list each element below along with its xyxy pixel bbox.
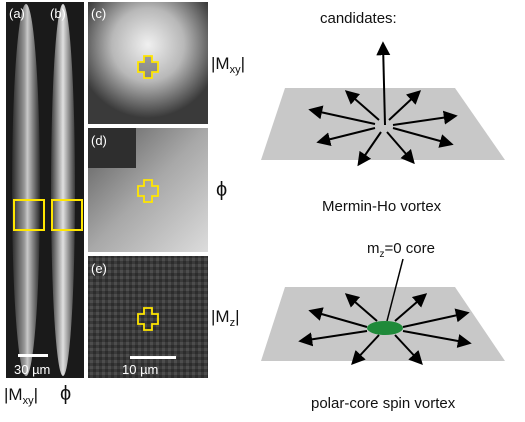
diagram-heading: candidates: <box>320 10 397 27</box>
panel-d-dark-region <box>88 128 136 168</box>
core-outline-d <box>137 179 159 203</box>
core-label-rest: =0 core <box>384 240 435 257</box>
quantity-e-base: |M <box>211 307 230 326</box>
quantity-e-close: | <box>235 307 240 326</box>
quantity-c-sub: xy <box>229 64 241 76</box>
selection-box-a <box>13 199 45 231</box>
panel-label-d: (d) <box>91 133 107 148</box>
core-label: mz=0 core <box>367 240 435 260</box>
quantity-c-close: | <box>240 54 245 73</box>
mermin-ho-caption: Mermin-Ho vortex <box>322 198 442 215</box>
vortex-arrows-top <box>308 41 458 167</box>
core-outline-e <box>137 307 159 331</box>
scalebar-right-label: 10 µm <box>122 362 158 377</box>
quantity-a-base: |M <box>4 385 23 404</box>
quantity-c-base: |M <box>211 54 230 73</box>
polar-core-caption: polar-core spin vortex <box>311 395 456 412</box>
quantity-label-a: |Mxy| <box>4 386 38 407</box>
core-outline-c <box>137 55 159 79</box>
core-label-sub: z <box>379 249 385 260</box>
arrow-vertical <box>376 41 391 126</box>
quantity-label-d: ϕ <box>216 179 228 201</box>
quantity-a-sub: xy <box>22 395 34 407</box>
image-panels: (a) (b) (c) (d) (e) 30 µm 10 µm <box>6 2 208 378</box>
scalebar-left-label: 30 µm <box>14 362 50 377</box>
panel-label-e: (e) <box>91 261 107 276</box>
panel-a-image <box>12 4 40 376</box>
quantity-a-close: | <box>33 385 38 404</box>
selection-box-b <box>51 199 83 231</box>
quantity-label-e: |Mz| <box>211 308 240 329</box>
vortex-arrows-bottom <box>298 293 472 366</box>
core-pointer-line <box>386 258 404 322</box>
scalebar-right <box>130 356 176 359</box>
panel-label-a: (a) <box>9 6 25 21</box>
panel-c-image <box>88 2 208 124</box>
panel-label-c: (c) <box>91 6 106 21</box>
polar-core <box>367 321 403 335</box>
polar-core-diagram <box>261 258 505 366</box>
mermin-ho-diagram <box>261 41 505 167</box>
quantity-label-c: |Mxy| <box>211 55 245 76</box>
quantity-e-sub: z <box>229 317 236 329</box>
scalebar-left <box>18 354 48 357</box>
panel-label-b: (b) <box>50 6 66 21</box>
core-label-base: m <box>367 240 380 257</box>
quantity-label-b: ϕ <box>60 383 72 405</box>
panel-b-image <box>51 4 75 376</box>
plane-top <box>261 88 505 160</box>
